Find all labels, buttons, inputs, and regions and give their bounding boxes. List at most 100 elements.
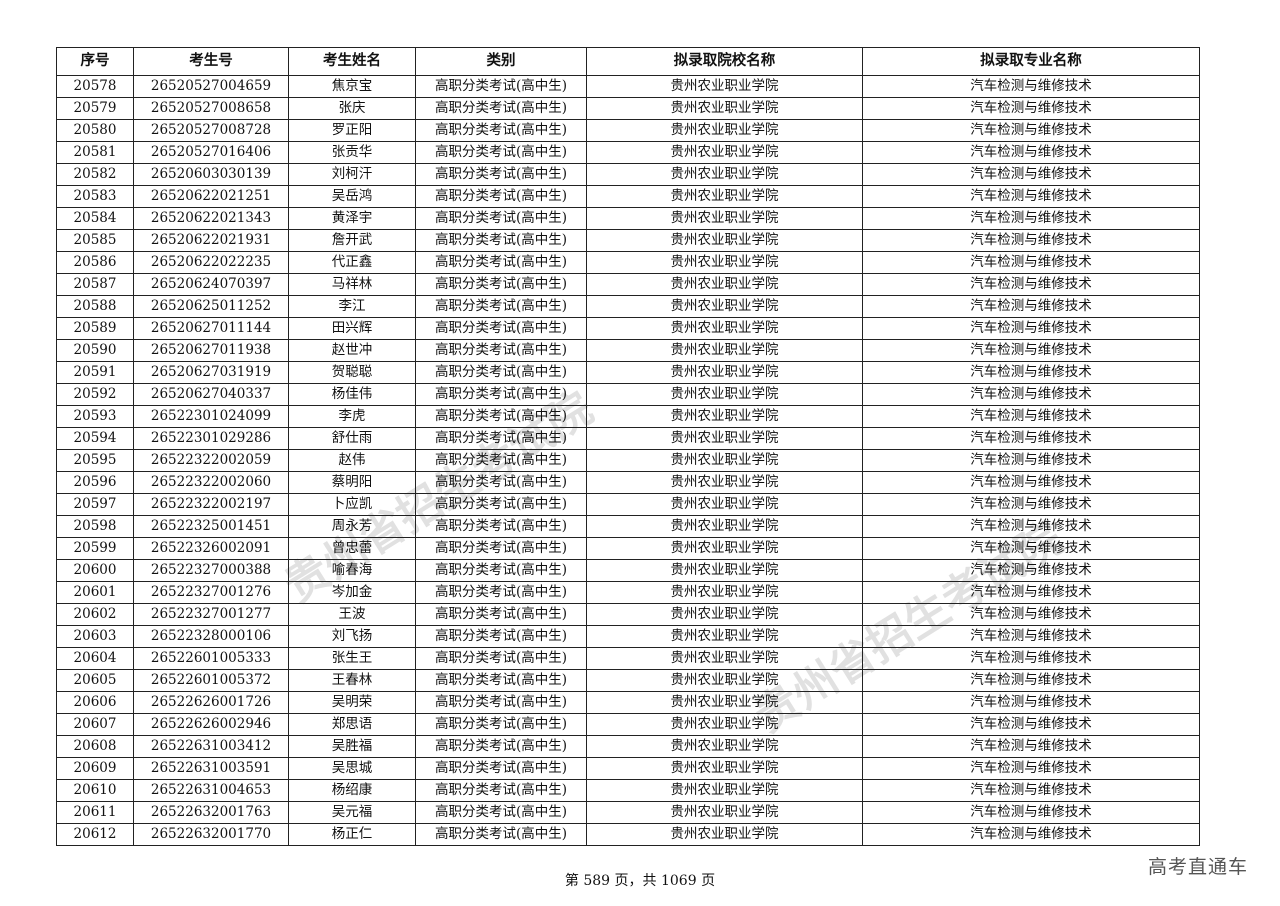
major-name: 汽车检测与维修技术 (862, 163, 1200, 186)
row-index: 20601 (56, 581, 134, 604)
school-name: 贵州农业职业学院 (586, 361, 863, 384)
major-name: 汽车检测与维修技术 (862, 559, 1200, 582)
candidate-name: 赵伟 (288, 449, 416, 472)
table-row: 20603 26522328000106 刘飞扬 高职分类考试(高中生) 贵州农业职业学… (56, 625, 1200, 648)
table-row: 20604 26522601005333 张生王 高职分类考试(高中生) 贵州农业职业学… (56, 647, 1200, 670)
candidate-id: 26522328000106 (133, 625, 289, 648)
category: 高职分类考试(高中生) (415, 471, 587, 494)
candidate-id: 26520622021251 (133, 185, 289, 208)
category: 高职分类考试(高中生) (415, 559, 587, 582)
candidate-name: 黄泽宇 (288, 207, 416, 230)
major-name: 汽车检测与维修技术 (862, 141, 1200, 164)
candidate-id: 26520527016406 (133, 141, 289, 164)
school-name: 贵州农业职业学院 (586, 207, 863, 230)
row-index: 20599 (56, 537, 134, 560)
row-index: 20582 (56, 163, 134, 186)
row-index: 20588 (56, 295, 134, 318)
candidate-id: 26520527008728 (133, 119, 289, 142)
major-name: 汽车检测与维修技术 (862, 779, 1200, 802)
category: 高职分类考试(高中生) (415, 207, 587, 230)
school-name: 贵州农业职业学院 (586, 691, 863, 714)
category: 高职分类考试(高中生) (415, 339, 587, 362)
candidate-name: 吴岳鸿 (288, 185, 416, 208)
major-name: 汽车检测与维修技术 (862, 207, 1200, 230)
table-row: 20594 26522301029286 舒仕雨 高职分类考试(高中生) 贵州农业职业学… (56, 427, 1200, 450)
category: 高职分类考试(高中生) (415, 361, 587, 384)
major-name: 汽车检测与维修技术 (862, 603, 1200, 626)
table-row: 20597 26522322002197 卜应凯 高职分类考试(高中生) 贵州农业职业学… (56, 493, 1200, 516)
candidate-id: 26520625011252 (133, 295, 289, 318)
major-name: 汽车检测与维修技术 (862, 361, 1200, 384)
candidate-id: 26522632001770 (133, 823, 289, 846)
candidate-id: 26520527008658 (133, 97, 289, 120)
category: 高职分类考试(高中生) (415, 493, 587, 516)
category: 高职分类考试(高中生) (415, 823, 587, 846)
school-name: 贵州农业职业学院 (586, 647, 863, 670)
category: 高职分类考试(高中生) (415, 185, 587, 208)
row-index: 20600 (56, 559, 134, 582)
major-name: 汽车检测与维修技术 (862, 471, 1200, 494)
candidate-id: 26520627011144 (133, 317, 289, 340)
candidate-id: 26522626001726 (133, 691, 289, 714)
major-name: 汽车检测与维修技术 (862, 515, 1200, 538)
major-name: 汽车检测与维修技术 (862, 97, 1200, 120)
major-name: 汽车检测与维修技术 (862, 119, 1200, 142)
row-index: 20604 (56, 647, 134, 670)
candidate-name: 张贡华 (288, 141, 416, 164)
header-major: 拟录取专业名称 (862, 47, 1200, 76)
major-name: 汽车检测与维修技术 (862, 185, 1200, 208)
table-row: 20598 26522325001451 周永芳 高职分类考试(高中生) 贵州农业职业学… (56, 515, 1200, 538)
row-index: 20597 (56, 493, 134, 516)
major-name: 汽车检测与维修技术 (862, 273, 1200, 296)
candidate-id: 26522326002091 (133, 537, 289, 560)
candidate-name: 李江 (288, 295, 416, 318)
row-index: 20586 (56, 251, 134, 274)
table-row: 20601 26522327001276 岑加金 高职分类考试(高中生) 贵州农业职业学… (56, 581, 1200, 604)
candidate-name: 罗正阳 (288, 119, 416, 142)
candidate-name: 杨正仁 (288, 823, 416, 846)
major-name: 汽车检测与维修技术 (862, 713, 1200, 736)
row-index: 20611 (56, 801, 134, 824)
table-row: 20609 26522631003591 吴思城 高职分类考试(高中生) 贵州农业职业学… (56, 757, 1200, 780)
row-index: 20584 (56, 207, 134, 230)
candidate-id: 26522325001451 (133, 515, 289, 538)
header-name: 考生姓名 (288, 47, 416, 76)
candidate-name: 吴明荣 (288, 691, 416, 714)
table-row: 20585 26520622021931 詹开武 高职分类考试(高中生) 贵州农业职业学… (56, 229, 1200, 252)
table-row: 20580 26520527008728 罗正阳 高职分类考试(高中生) 贵州农业职业学… (56, 119, 1200, 142)
category: 高职分类考试(高中生) (415, 515, 587, 538)
school-name: 贵州农业职业学院 (586, 537, 863, 560)
table-header-row: 序号 考生号 考生姓名 类别 拟录取院校名称 拟录取专业名称 (56, 47, 1200, 76)
major-name: 汽车检测与维修技术 (862, 801, 1200, 824)
candidate-name: 贺聪聪 (288, 361, 416, 384)
candidate-name: 吴元福 (288, 801, 416, 824)
major-name: 汽车检测与维修技术 (862, 647, 1200, 670)
major-name: 汽车检测与维修技术 (862, 493, 1200, 516)
candidate-name: 吴思城 (288, 757, 416, 780)
category: 高职分类考试(高中生) (415, 317, 587, 340)
candidate-name: 舒仕雨 (288, 427, 416, 450)
candidate-name: 王波 (288, 603, 416, 626)
table-row: 20599 26522326002091 曾忠蕾 高职分类考试(高中生) 贵州农业职业学… (56, 537, 1200, 560)
candidate-name: 赵世冲 (288, 339, 416, 362)
category: 高职分类考试(高中生) (415, 141, 587, 164)
row-index: 20609 (56, 757, 134, 780)
category: 高职分类考试(高中生) (415, 735, 587, 758)
school-name: 贵州农业职业学院 (586, 493, 863, 516)
candidate-id: 26520622021343 (133, 207, 289, 230)
major-name: 汽车检测与维修技术 (862, 669, 1200, 692)
candidate-id: 26520627031919 (133, 361, 289, 384)
major-name: 汽车检测与维修技术 (862, 405, 1200, 428)
candidate-id: 26520624070397 (133, 273, 289, 296)
school-name: 贵州农业职业学院 (586, 625, 863, 648)
category: 高职分类考试(高中生) (415, 669, 587, 692)
candidate-name: 蔡明阳 (288, 471, 416, 494)
school-name: 贵州农业职业学院 (586, 97, 863, 120)
candidate-name: 周永芳 (288, 515, 416, 538)
school-name: 贵州农业职业学院 (586, 713, 863, 736)
candidate-name: 马祥林 (288, 273, 416, 296)
row-index: 20581 (56, 141, 134, 164)
table-row: 20578 26520527004659 焦京宝 高职分类考试(高中生) 贵州农业职业学… (56, 75, 1200, 98)
table-row: 20589 26520627011144 田兴辉 高职分类考试(高中生) 贵州农业职业学… (56, 317, 1200, 340)
category: 高职分类考试(高中生) (415, 801, 587, 824)
